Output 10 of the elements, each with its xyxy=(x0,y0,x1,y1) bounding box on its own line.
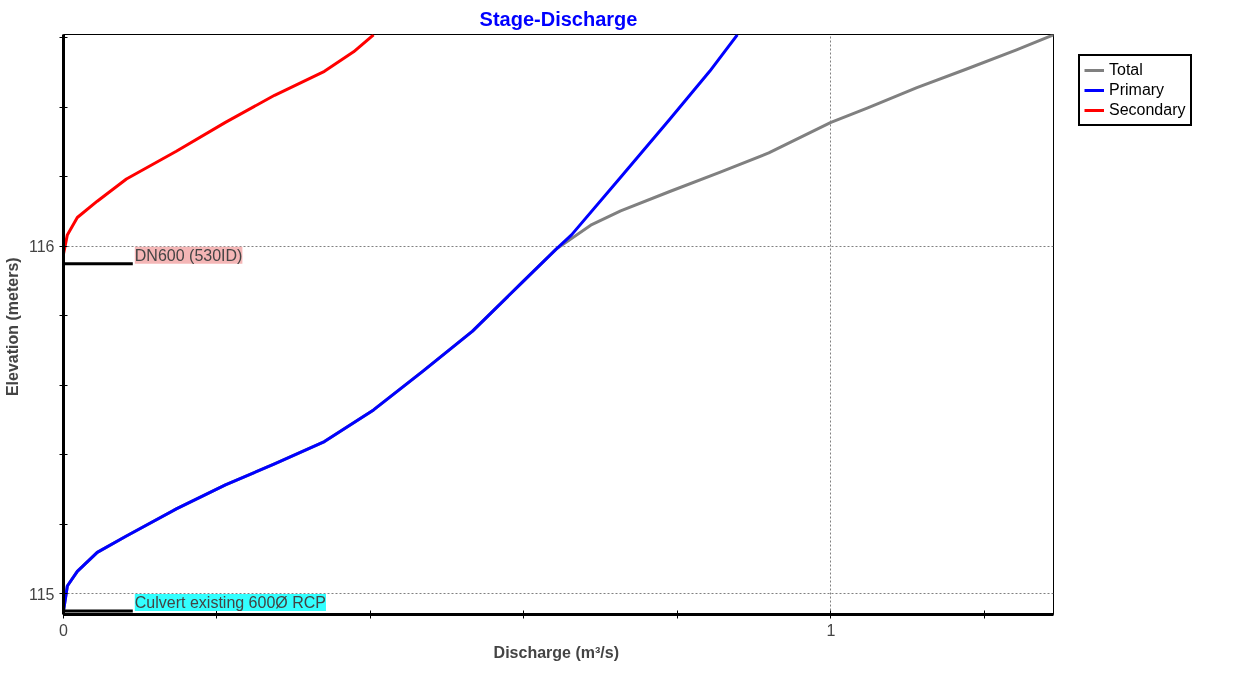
y-tick-label: 115 xyxy=(28,585,55,603)
legend-label: Primary xyxy=(1109,81,1165,99)
chart-title: Stage-Discharge xyxy=(479,7,638,30)
legend-label: Total xyxy=(1109,61,1143,79)
x-tick-label: 0 xyxy=(59,621,69,639)
legend-label: Secondary xyxy=(1109,101,1186,119)
x-tick-label: 1 xyxy=(826,621,836,639)
y-tick-label: 116 xyxy=(28,238,55,256)
x-axis-title: Discharge (m³/s) xyxy=(493,643,619,661)
y-axis-title: Elevation (meters) xyxy=(3,257,21,397)
